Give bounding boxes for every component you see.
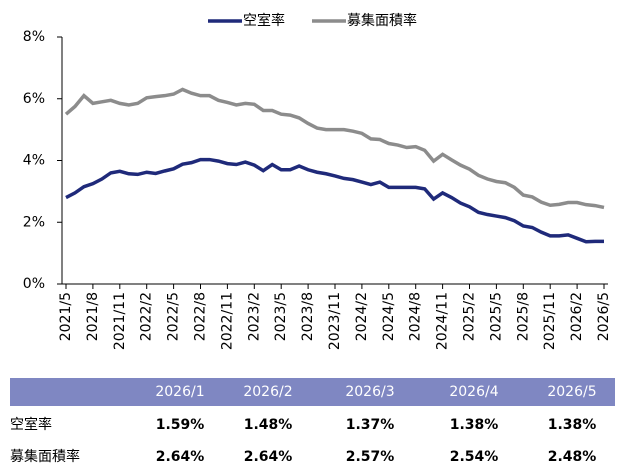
y-tick-label: 0% bbox=[23, 276, 45, 292]
table-cell: 1.59% bbox=[156, 417, 205, 433]
y-tick-label: 8% bbox=[23, 29, 45, 45]
legend-label: 募集面積率 bbox=[347, 12, 417, 29]
x-tick-label: 2022/2 bbox=[139, 292, 155, 341]
table-cell: 1.38% bbox=[548, 417, 597, 433]
x-tick-label: 2021/5 bbox=[58, 292, 74, 341]
line-series bbox=[64, 87, 605, 210]
x-tick-label: 2025/2 bbox=[462, 292, 478, 341]
table-row-label: 募集面積率 bbox=[10, 448, 80, 465]
x-tick-label: 2022/5 bbox=[166, 292, 182, 341]
table-cell: 2.57% bbox=[346, 449, 395, 465]
x-tick-label: 2024/5 bbox=[381, 292, 397, 341]
x-tick-label: 2024/8 bbox=[408, 292, 424, 341]
table-header-bg bbox=[10, 378, 615, 406]
x-tick-label: 2023/8 bbox=[300, 292, 316, 341]
x-tick-label: 2023/11 bbox=[327, 292, 343, 350]
x-tick-label: 2025/5 bbox=[488, 292, 504, 341]
table-header-cell: 2026/5 bbox=[547, 384, 596, 400]
table-cell: 2.54% bbox=[450, 449, 499, 465]
y-tick-label: 4% bbox=[23, 153, 45, 169]
x-tick-label: 2024/2 bbox=[354, 292, 370, 341]
x-tick-label: 2021/8 bbox=[85, 292, 101, 341]
y-tick-label: 6% bbox=[23, 91, 45, 107]
x-tick-label: 2022/11 bbox=[219, 292, 235, 350]
x-tick-label: 2026/2 bbox=[569, 292, 585, 341]
table-cell: 1.48% bbox=[244, 417, 293, 433]
x-tick-label: 2021/11 bbox=[112, 292, 128, 350]
x-tick-label: 2025/11 bbox=[542, 292, 558, 350]
line-series bbox=[65, 157, 604, 244]
table-cell: 2.64% bbox=[244, 449, 293, 465]
table-header-cell: 2026/2 bbox=[243, 384, 292, 400]
table-cell: 2.64% bbox=[156, 449, 205, 465]
table-header-cell: 2026/3 bbox=[345, 384, 394, 400]
table-cell: 1.38% bbox=[450, 417, 499, 433]
x-tick-label: 2023/2 bbox=[246, 292, 262, 341]
table-row-label: 空室率 bbox=[10, 416, 52, 433]
table-cell: 1.37% bbox=[346, 417, 395, 433]
x-tick-label: 2023/5 bbox=[273, 292, 289, 341]
table-header-cell: 2026/1 bbox=[155, 384, 204, 400]
x-tick-label: 2025/8 bbox=[515, 292, 531, 341]
x-tick-label: 2024/11 bbox=[435, 292, 451, 350]
table-cell: 2.48% bbox=[548, 449, 597, 465]
table-header-cell: 2026/4 bbox=[449, 384, 498, 400]
x-tick-label: 2022/8 bbox=[193, 292, 209, 341]
legend-label: 空室率 bbox=[243, 12, 285, 29]
x-tick-label: 2026/5 bbox=[596, 292, 612, 341]
y-tick-label: 2% bbox=[23, 214, 45, 230]
